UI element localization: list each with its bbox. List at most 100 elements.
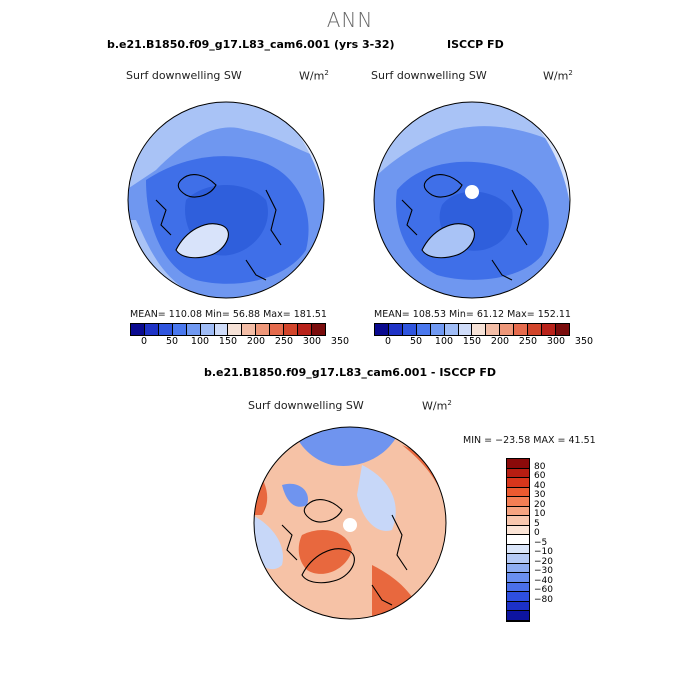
- colorbar-swatch: [172, 324, 187, 335]
- map-field-pale-region: [374, 102, 570, 180]
- colorbar-tick-label: −10: [534, 547, 553, 558]
- colorbar-tick-label: 200: [246, 336, 266, 347]
- coastlines: [401, 174, 528, 281]
- map-field-blue-north: [292, 427, 402, 466]
- difference-stats: MIN = −23.58 MAX = 41.51: [463, 435, 596, 446]
- panel-2-colorbar: 0 50 100 150 200 250 300 350: [374, 323, 593, 348]
- colorbar-tick-label: 350: [574, 336, 594, 347]
- colorbar-tick-label: 250: [274, 336, 294, 347]
- colorbar-swatch: [542, 324, 556, 335]
- map-field-pale-blue-center: [357, 465, 396, 531]
- colorbar-swatch: [214, 324, 229, 335]
- colorbar-tick-label: −60: [534, 585, 553, 596]
- colorbar-swatch: [444, 324, 459, 335]
- panel-1-variable: Surf downwelling SW: [126, 69, 242, 82]
- panel-1-units: W/m2: [299, 69, 329, 83]
- colorbar-swatch: [186, 324, 201, 335]
- colorbar-tick-label: 100: [190, 336, 210, 347]
- panel-1-stats: MEAN= 110.08 Min= 56.88 Max= 181.51: [130, 309, 327, 320]
- difference-variable: Surf downwelling SW: [248, 399, 364, 412]
- colorbar-swatch: [507, 497, 529, 507]
- colorbar-swatch: [472, 324, 487, 335]
- colorbar-swatch: [507, 611, 529, 621]
- colorbar-swatch: [507, 459, 529, 469]
- difference-units: W/m2: [422, 399, 452, 413]
- panel-2-polar-map: [373, 101, 571, 299]
- panel-1-colorbar-ticks: 0 50 100 150 200 250 300 350: [130, 336, 349, 348]
- figure-title: ANN: [326, 8, 374, 32]
- colorbar-swatch: [507, 554, 529, 564]
- difference-polar-map: [253, 426, 447, 620]
- colorbar-swatch: [131, 324, 145, 335]
- colorbar-swatch: [507, 468, 529, 479]
- colorbar-tick-label: 150: [462, 336, 482, 347]
- difference-colorbar-swatches: [506, 458, 530, 622]
- colorbar-tick-label: −80: [534, 594, 553, 605]
- colorbar-swatch: [507, 516, 529, 526]
- colorbar-tick-label: 100: [434, 336, 454, 347]
- colorbar-swatch: [555, 324, 569, 335]
- colorbar-tick-label: 0: [534, 528, 540, 539]
- polar-gap: [343, 518, 357, 532]
- colorbar-swatch: [458, 324, 473, 335]
- panel-2-colorbar-swatches: [374, 323, 570, 336]
- colorbar-tick-label: 40: [534, 480, 546, 491]
- colorbar-tick-label: 5: [534, 518, 540, 529]
- map-boundary: [373, 101, 571, 299]
- colorbar-swatch: [256, 324, 271, 335]
- colorbar-tick-label: 50: [165, 336, 179, 347]
- panel-2-title: ISCCP FD: [447, 38, 504, 51]
- panel-2-units: W/m2: [543, 69, 573, 83]
- panel-1-polar-map: [127, 101, 325, 299]
- colorbar-swatch: [270, 324, 285, 335]
- panel-1-colorbar-swatches: [130, 323, 326, 336]
- colorbar-swatch: [242, 324, 257, 335]
- difference-colorbar: [506, 458, 530, 622]
- colorbar-tick-label: 20: [534, 499, 546, 510]
- colorbar-swatch: [402, 324, 417, 335]
- colorbar-swatch: [507, 478, 529, 488]
- colorbar-tick-label: 300: [302, 336, 322, 347]
- colorbar-tick-label: −40: [534, 575, 553, 586]
- colorbar-tick-label: 10: [534, 509, 546, 520]
- colorbar-swatch: [486, 324, 501, 335]
- colorbar-swatch: [528, 324, 543, 335]
- map-boundary: [127, 101, 325, 299]
- coastlines: [155, 174, 282, 281]
- difference-title: b.e21.B1850.f09_g17.L83_cam6.001 - ISCCP…: [203, 366, 497, 379]
- colorbar-swatch: [507, 563, 529, 574]
- colorbar-swatch: [388, 324, 403, 335]
- colorbar-tick-label: 50: [409, 336, 423, 347]
- map-boundary: [253, 426, 447, 620]
- colorbar-tick-label: −5: [534, 537, 548, 548]
- colorbar-tick-label: 30: [534, 490, 546, 501]
- polar-gap: [465, 185, 479, 199]
- colorbar-tick-label: −20: [534, 556, 553, 567]
- colorbar-tick-label: 300: [546, 336, 566, 347]
- colorbar-swatch: [284, 324, 299, 335]
- difference-colorbar-ticks: 80 60 40 30 20 10 5 0 −5 −10 −20 −30 −40 −60 −80: [534, 458, 574, 620]
- colorbar-swatch: [507, 535, 529, 545]
- panel-2-variable: Surf downwelling SW: [371, 69, 487, 82]
- colorbar-swatch: [228, 324, 243, 335]
- map-field-blue-patch: [282, 483, 308, 507]
- panel-1-title: b.e21.B1850.f09_g17.L83_cam6.001 (yrs 3-…: [107, 38, 395, 51]
- map-field-pale-region: [128, 102, 324, 190]
- colorbar-swatch: [507, 601, 529, 612]
- colorbar-tick-label: 0: [140, 336, 148, 347]
- colorbar-tick-label: 150: [218, 336, 238, 347]
- colorbar-swatch: [507, 506, 529, 517]
- colorbar-swatch: [507, 573, 529, 583]
- colorbar-swatch: [144, 324, 159, 335]
- colorbar-tick-label: 60: [534, 471, 546, 482]
- colorbar-tick-label: 80: [534, 461, 546, 472]
- colorbar-swatch: [507, 544, 529, 555]
- colorbar-swatch: [430, 324, 445, 335]
- colorbar-swatch: [158, 324, 173, 335]
- colorbar-tick-label: 250: [518, 336, 538, 347]
- colorbar-swatch: [507, 525, 529, 536]
- colorbar-tick-label: 350: [330, 336, 350, 347]
- colorbar-swatch: [507, 582, 529, 593]
- colorbar-swatch: [500, 324, 515, 335]
- colorbar-swatch: [507, 487, 529, 498]
